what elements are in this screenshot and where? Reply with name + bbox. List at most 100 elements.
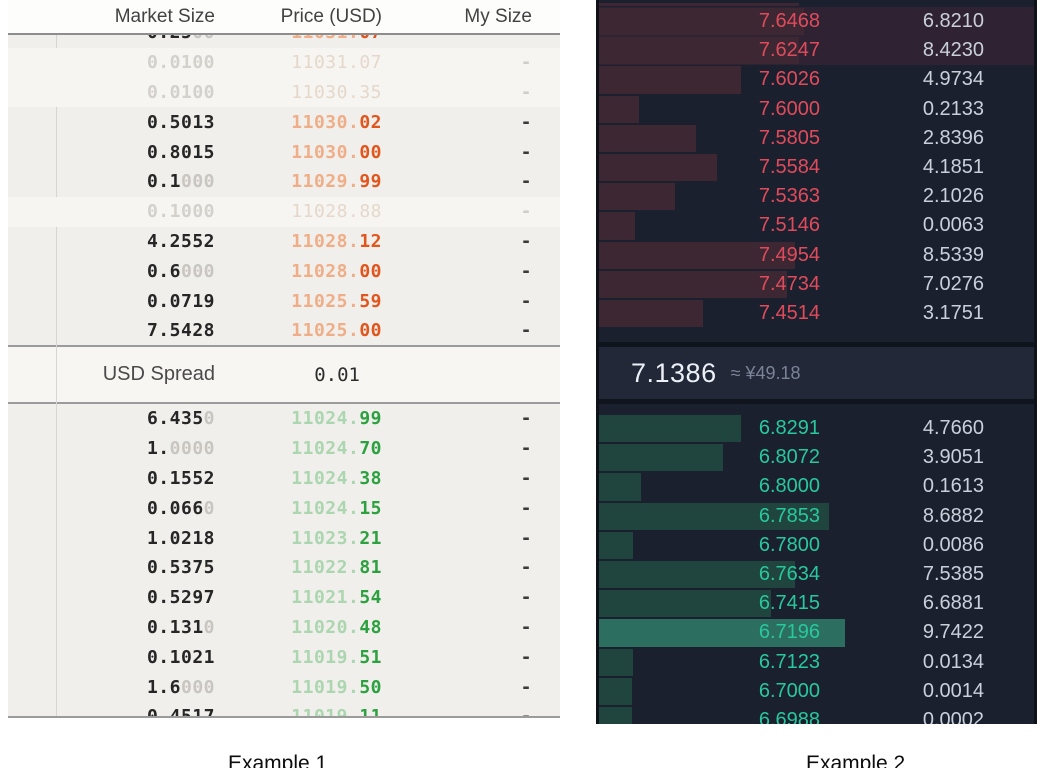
market-size-cell: 0.1000: [146, 201, 215, 223]
bid-row[interactable]: 0.1021 11019.51 -: [8, 642, 560, 672]
price-cell: 7.4514: [758, 301, 820, 324]
ask-row[interactable]: 0.0100 11030.35 -: [8, 77, 560, 108]
last-price: 7.1386: [631, 357, 717, 388]
ask-row[interactable]: 7.4954 8.5339: [599, 241, 1034, 270]
bid-row[interactable]: 6.7123 0.0134: [599, 648, 1034, 677]
bid-row[interactable]: 0.5375 11022.81 -: [8, 553, 560, 583]
bid-row[interactable]: 6.6988 0.0002: [599, 706, 1034, 724]
size-cell: 8.4230: [922, 39, 984, 62]
depth-bar: [599, 153, 717, 182]
bid-row[interactable]: 0.4517 11019.11 -: [8, 702, 560, 716]
size-cell: 7.5385: [922, 563, 984, 586]
bid-row[interactable]: 6.8072 3.9051: [599, 443, 1034, 472]
market-size-cell: 1.0000: [146, 438, 215, 460]
price-cell: 6.8000: [758, 475, 820, 498]
size-cell: 0.1613: [922, 475, 984, 498]
ask-row[interactable]: 7.5363 2.1026: [599, 182, 1034, 211]
bid-row[interactable]: 0.1552 11024.38 -: [8, 464, 560, 494]
ask-row[interactable]: 7.4734 7.0276: [599, 270, 1034, 299]
price-cell: 11028.00: [291, 260, 382, 282]
bid-row[interactable]: 0.1310 11020.48 -: [8, 613, 560, 643]
bid-row[interactable]: 1.0000 11024.70 -: [8, 434, 560, 464]
my-size-cell: -: [520, 497, 532, 519]
last-price-row[interactable]: 7.1386 ≈ ¥49.18: [599, 347, 1034, 399]
my-size-cell: -: [520, 527, 532, 549]
bid-row[interactable]: 6.7000 0.0014: [599, 677, 1034, 706]
ask-row[interactable]: 7.6468 6.8210: [599, 7, 1034, 37]
ask-row[interactable]: 0.5013 11030.02 -: [8, 107, 560, 137]
bid-row[interactable]: 0.0660 11024.15 -: [8, 493, 560, 523]
size-cell: 0.0014: [922, 679, 984, 702]
depth-bar: [599, 212, 635, 240]
bid-row[interactable]: 6.7415 6.6881: [599, 589, 1034, 618]
depth-bar: [599, 3, 799, 6]
ask-row[interactable]: 0.1000 11028.88 -: [8, 196, 560, 227]
market-size-cell: 0.1021: [146, 646, 215, 668]
price-cell: 7.5805: [758, 126, 820, 149]
price-cell: 11031.07: [215, 35, 382, 43]
size-cell: 3.1751: [922, 301, 984, 324]
bid-row[interactable]: 0.5297 11021.54 -: [8, 583, 560, 613]
ask-row[interactable]: 7.5428 11025.00 -: [8, 316, 560, 345]
market-size-cell: 0.0660: [146, 497, 215, 519]
ask-row[interactable]: 0.2500 11031.07 -: [8, 35, 560, 48]
depth-bar: [599, 66, 741, 94]
market-size-cell: 0.5297: [146, 587, 215, 609]
my-size-cell: -: [382, 35, 532, 43]
bid-row[interactable]: 6.7196 9.7422: [599, 618, 1034, 647]
ask-row[interactable]: 7.5584 4.1851: [599, 153, 1034, 182]
price-cell: 6.8072: [758, 446, 820, 469]
ask-row[interactable]: 7.6026 4.9734: [599, 65, 1034, 94]
market-size-cell: 1.6000: [146, 676, 215, 698]
ask-row[interactable]: 0.0100 11031.07 -: [8, 47, 560, 78]
ask-row[interactable]: 7.6247 8.4230: [599, 36, 1034, 66]
my-size-cell: -: [520, 467, 532, 489]
bid-row[interactable]: 6.7853 8.6882: [599, 502, 1034, 531]
my-size-cell: -: [520, 171, 532, 193]
spread-label: USD Spread: [102, 363, 215, 385]
ask-row[interactable]: 4.2552 11028.12 -: [8, 227, 560, 257]
ask-row[interactable]: 0.1000 11029.99 -: [8, 167, 560, 197]
bid-row[interactable]: 6.8291 4.7660: [599, 414, 1034, 443]
ask-row[interactable]: 7.5146 0.0063: [599, 211, 1034, 240]
ask-row[interactable]: 7.6000 0.2133: [599, 95, 1034, 124]
depth-bar: [599, 706, 632, 724]
ask-row[interactable]: [599, 2, 1034, 7]
depth-bar: [599, 531, 633, 559]
bids-list: 6.4350 11024.99 - 1.0000 11024.70 - 0.15…: [8, 404, 560, 716]
column-header-market-size: Market Size: [114, 5, 215, 27]
price-cell: 6.7853: [758, 504, 820, 527]
market-size-cell: 0.6000: [146, 260, 215, 282]
ask-row[interactable]: 0.6000 11028.00 -: [8, 256, 560, 286]
size-cell: 0.0002: [922, 708, 984, 724]
market-size-cell: 6.4350: [146, 408, 215, 430]
column-header-my-size: My Size: [464, 5, 532, 27]
bid-row[interactable]: 6.7634 7.5385: [599, 560, 1034, 589]
orderbook-dark: 7.6468 6.8210 7.6247 8.4230 7.6026 4.973…: [596, 0, 1037, 724]
bid-row[interactable]: 6.7800 0.0086: [599, 531, 1034, 560]
my-size-cell: -: [520, 320, 532, 342]
price-cell: 11019.51: [291, 646, 382, 668]
price-cell: 11019.11: [215, 706, 382, 716]
spread-row: USD Spread 0.01: [8, 345, 560, 404]
size-cell: 8.6882: [922, 504, 984, 527]
size-cell: 8.5339: [922, 243, 984, 266]
ask-row[interactable]: 0.8015 11030.00 -: [8, 137, 560, 167]
depth-bar: [599, 648, 633, 676]
my-size-cell: -: [520, 438, 532, 460]
bid-row[interactable]: 1.0218 11023.21 -: [8, 523, 560, 553]
bid-row[interactable]: 6.8000 0.1613: [599, 472, 1034, 501]
ask-row[interactable]: 7.5805 2.8396: [599, 124, 1034, 153]
ask-row[interactable]: 0.0719 11025.59 -: [8, 286, 560, 316]
price-cell: 11025.00: [291, 320, 382, 342]
depth-bar: [599, 241, 795, 269]
price-cell: 11020.48: [291, 616, 382, 638]
market-size-cell: 0.4517: [8, 706, 215, 716]
bid-row[interactable]: 1.6000 11019.50 -: [8, 672, 560, 702]
depth-bar: [599, 124, 696, 152]
my-size-cell: -: [520, 201, 532, 223]
ask-row[interactable]: 7.4514 3.1751: [599, 299, 1034, 328]
my-size-cell: -: [520, 616, 532, 638]
bid-row[interactable]: 6.4350 11024.99 -: [8, 404, 560, 434]
size-cell: 0.0086: [922, 533, 984, 556]
